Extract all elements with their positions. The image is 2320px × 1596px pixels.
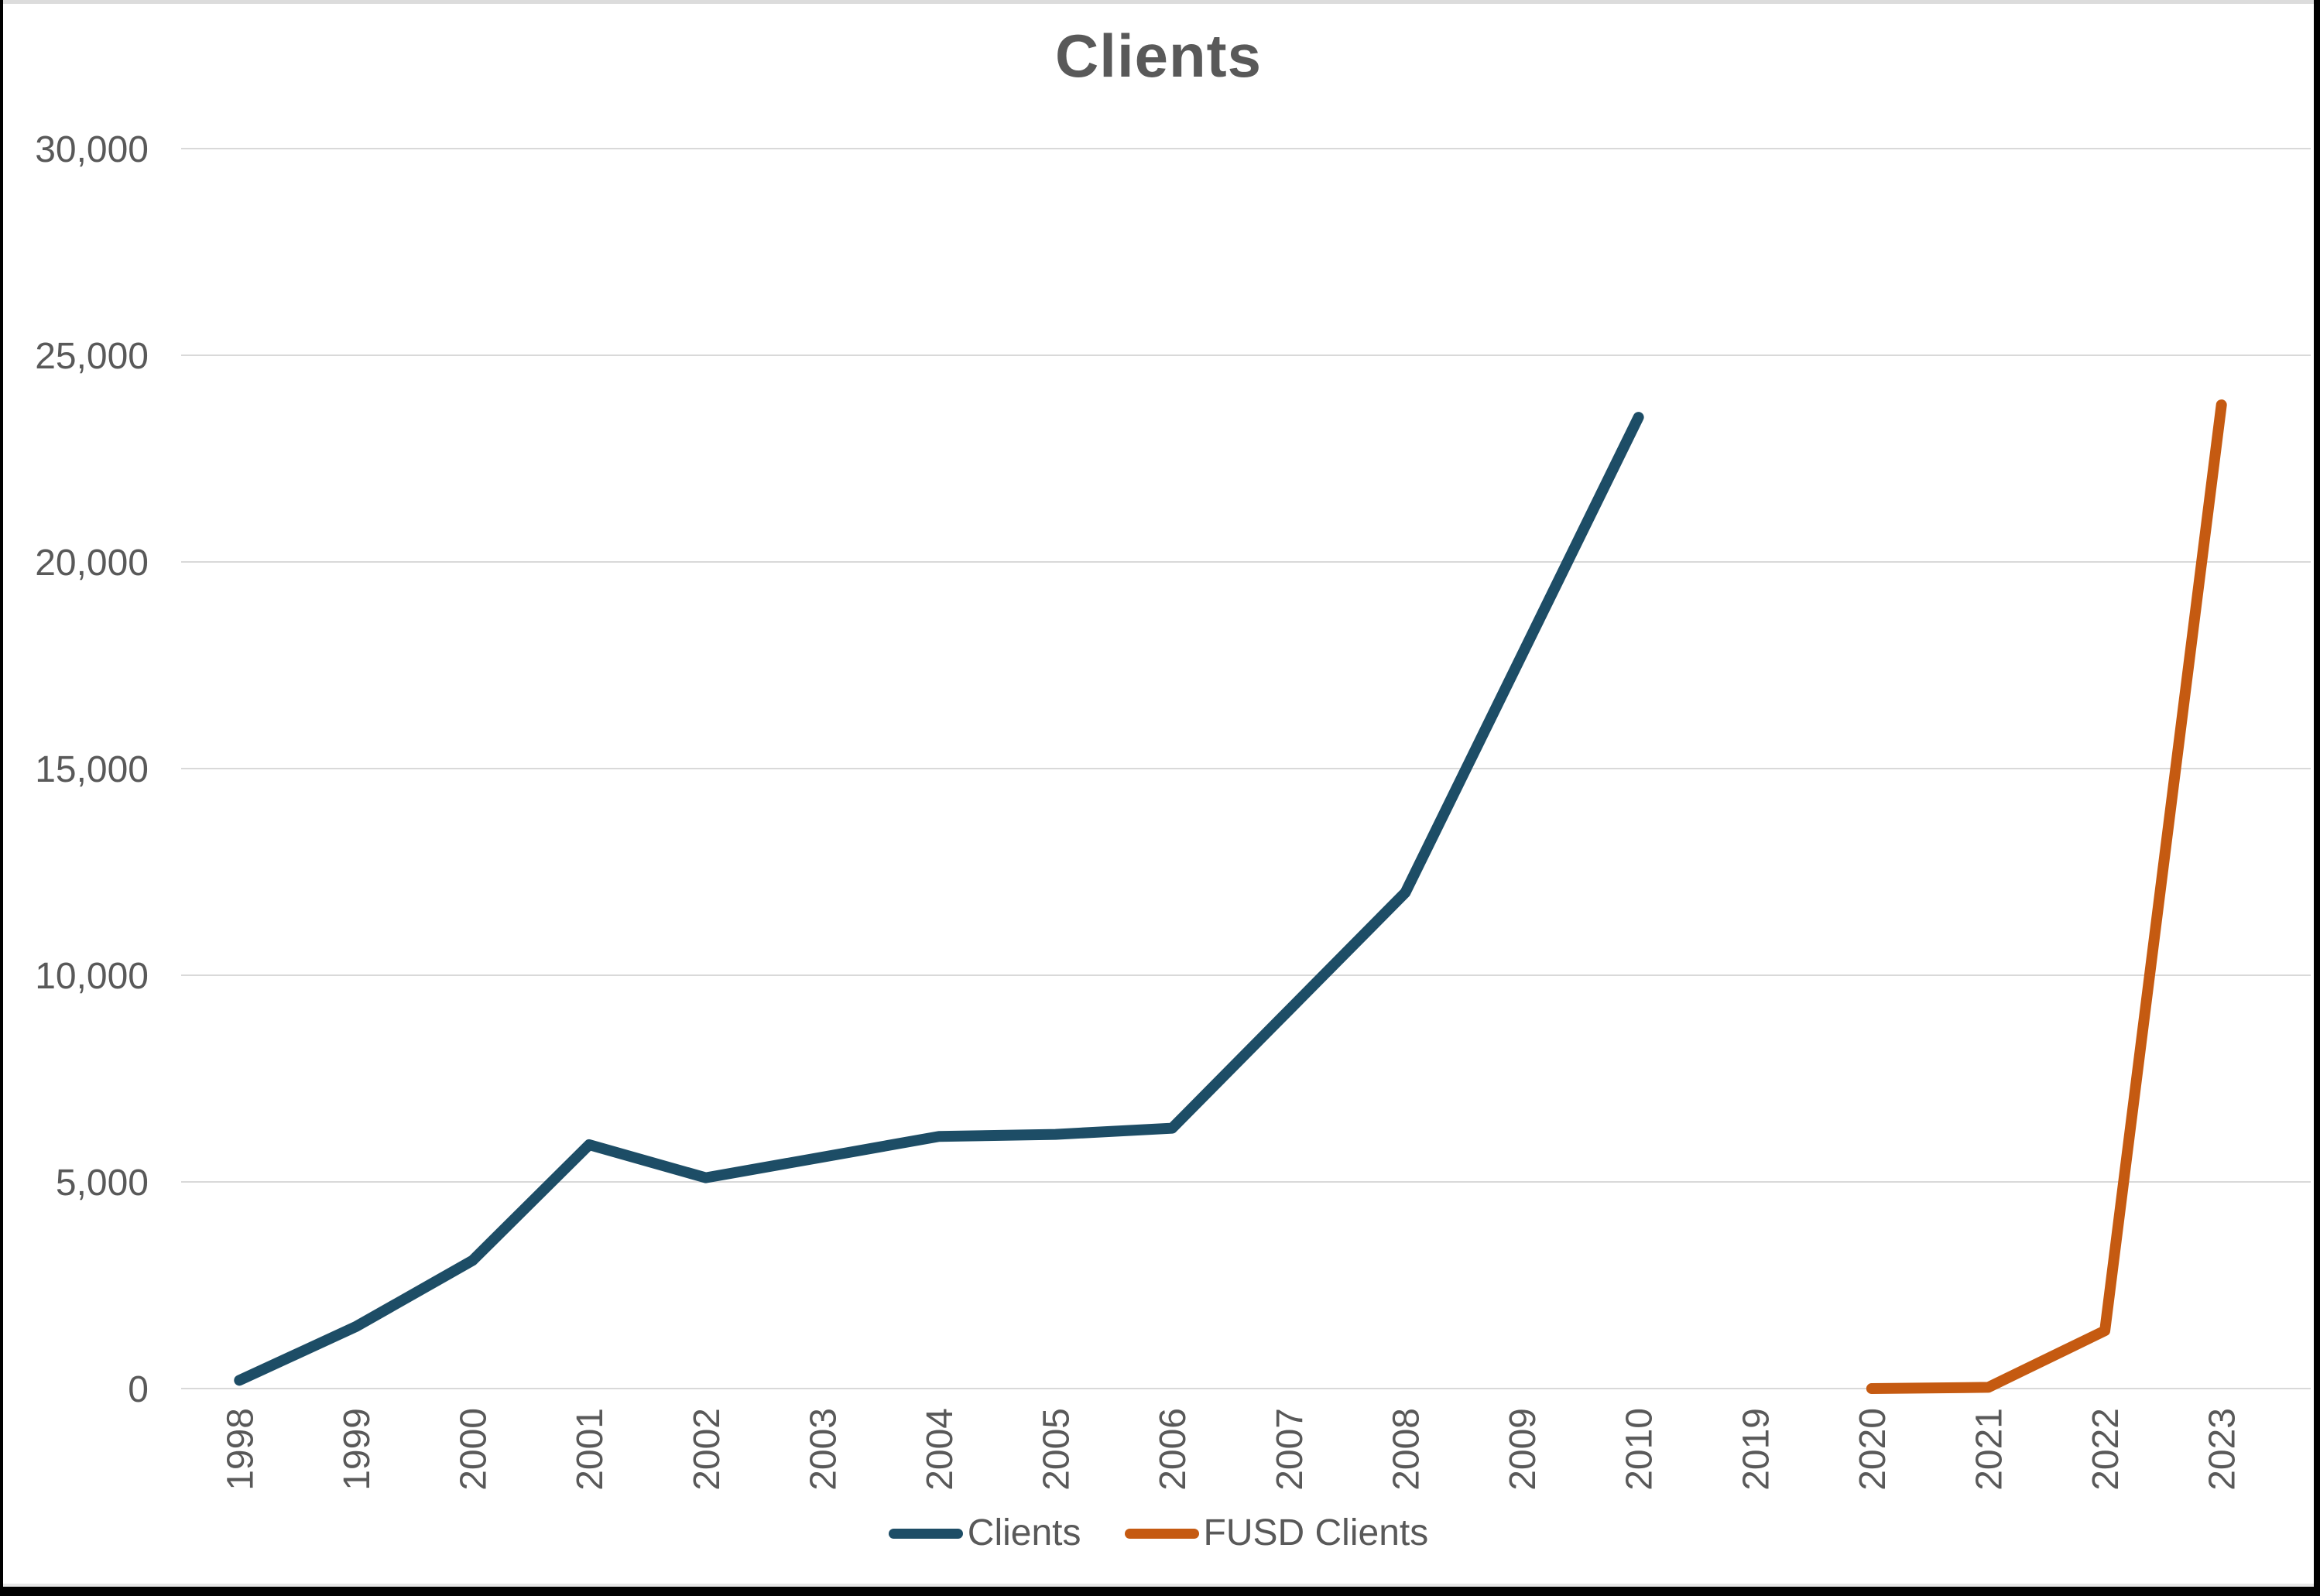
x-tick-label-1999: 1999 [337, 1408, 378, 1491]
y-tick-label-0: 0 [128, 1369, 149, 1410]
chart-canvas: Clients 0 5,000 10,000 15,000 20,000 25,000 30… [3, 0, 2314, 1587]
x-tick-label-2001: 2001 [570, 1408, 611, 1491]
x-tick-label-2004: 2004 [920, 1408, 961, 1491]
x-tick-label-2019: 2019 [1736, 1408, 1777, 1491]
legend-label-fusd-clients: FUSD Clients [1203, 1512, 1429, 1553]
x-tick-label-1998: 1998 [220, 1408, 261, 1491]
chart-legend: Clients FUSD Clients [3, 1515, 2314, 1552]
y-tick-label-25,000: 25,000 [35, 336, 149, 377]
legend-label-clients: Clients [967, 1512, 1081, 1553]
series-line-fusd-clients [1866, 399, 2227, 1394]
legend-swatch-fusd-clients-icon [1124, 1528, 1199, 1539]
y-tick-label-10,000: 10,000 [35, 956, 149, 997]
x-tick-label-2005: 2005 [1037, 1408, 1078, 1491]
x-tick-label-2023: 2023 [2202, 1408, 2243, 1491]
x-tick-label-2010: 2010 [1619, 1408, 1660, 1491]
series-line-clients [234, 412, 1644, 1386]
x-tick-label-2003: 2003 [803, 1408, 844, 1491]
x-tick-label-2007: 2007 [1270, 1408, 1311, 1491]
y-tick-label-30,000: 30,000 [35, 129, 149, 170]
y-tick-label-5,000: 5,000 [56, 1163, 149, 1204]
x-tick-label-2008: 2008 [1386, 1408, 1427, 1491]
x-tick-label-2020: 2020 [1852, 1408, 1893, 1491]
x-tick-label-2021: 2021 [1969, 1408, 2010, 1491]
x-tick-label-2009: 2009 [1503, 1408, 1544, 1491]
legend-swatch-clients-icon [888, 1528, 963, 1539]
chart-title: Clients [1054, 22, 1263, 90]
y-tick-label-15,000: 15,000 [35, 749, 149, 790]
x-tick-label-2022: 2022 [2085, 1408, 2126, 1491]
x-tick-label-2000: 2000 [454, 1408, 495, 1491]
y-tick-label-20,000: 20,000 [35, 543, 149, 584]
legend-item-fusd-clients: FUSD Clients [1124, 1512, 1429, 1553]
x-tick-label-2006: 2006 [1153, 1408, 1194, 1491]
x-tick-label-2002: 2002 [687, 1408, 728, 1491]
legend-item-clients: Clients [888, 1512, 1081, 1553]
line-chart: 0 5,000 10,000 15,000 20,000 25,000 30,000 1998… [35, 129, 2311, 1491]
